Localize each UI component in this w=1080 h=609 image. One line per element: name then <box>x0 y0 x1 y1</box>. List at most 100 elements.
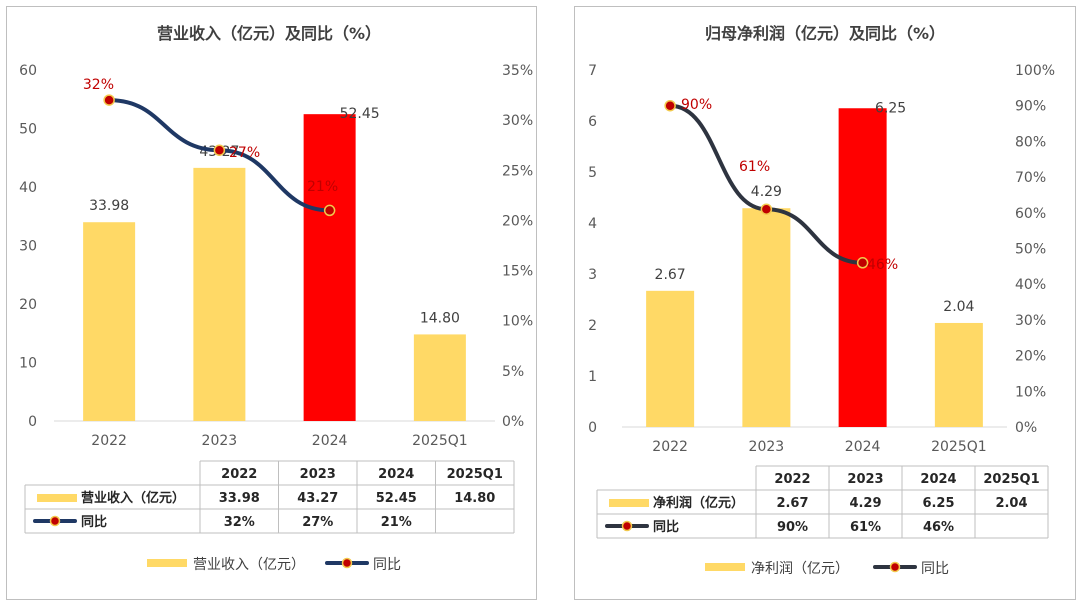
legend-bar-swatch <box>147 559 187 567</box>
x-tick-label: 2025Q1 <box>412 433 468 449</box>
x-tick-label: 2022 <box>652 439 688 455</box>
table-header-cell: 2024 <box>920 472 956 487</box>
y-tick-label: 5 <box>588 165 597 181</box>
yoy-value-label: 90% <box>681 97 712 113</box>
y2-tick-label: 0% <box>1015 420 1037 436</box>
bar-value-label: 14.80 <box>420 310 460 326</box>
bar-value-label: 33.98 <box>89 198 129 214</box>
table-cell: 43.27 <box>297 491 338 506</box>
net-profit-chart-panel: 归母净利润（亿元）及同比（%） 0 1 2 3 4 5 6 7 0% 10% 20% 30% 40% 50%… <box>574 6 1076 600</box>
table-header-cell: 2023 <box>847 472 883 487</box>
table-cell: 46% <box>923 520 954 535</box>
y2-tick-label: 20% <box>1015 349 1046 365</box>
bar-value-label: 52.45 <box>340 106 380 122</box>
table-line-marker <box>621 520 633 532</box>
y-tick-label: 0 <box>588 420 597 436</box>
table-cell: 14.80 <box>454 491 495 506</box>
table-header-cell: 2025Q1 <box>983 472 1039 487</box>
y-tick-label: 0 <box>28 414 37 430</box>
y2-tick-label: 50% <box>1015 242 1046 258</box>
bar-2024 <box>303 114 356 421</box>
legend-label: 同比 <box>921 561 949 577</box>
table-header-cell: 2025Q1 <box>447 467 503 482</box>
table-bar-swatch <box>609 499 649 507</box>
bar-2025Q1 <box>934 322 983 427</box>
bar-2025Q1 <box>413 334 466 421</box>
legend: 营业收入（亿元） 同比 <box>147 557 401 573</box>
y-tick-label: 1 <box>588 369 597 385</box>
yoy-marker <box>103 94 115 106</box>
chart-title: 营业收入（亿元）及同比（%） <box>157 24 381 43</box>
y2-tick-label: 80% <box>1015 134 1046 150</box>
revenue-chart-panel: 营业收入（亿元）及同比（%） 0 10 20 30 40 50 60 0% 5% 10% 15% 20%… <box>6 6 537 600</box>
yoy-marker <box>760 203 773 215</box>
table-cell: 2.04 <box>995 496 1027 511</box>
legend: 净利润（亿元） 同比 <box>705 561 949 577</box>
bar-2023 <box>193 167 246 421</box>
chart-title: 归母净利润（亿元）及同比（%） <box>705 24 945 43</box>
legend-label: 净利润（亿元） <box>751 561 849 577</box>
x-tick-label: 2023 <box>749 439 785 455</box>
bar-value-label: 6.25 <box>875 100 906 116</box>
y-tick-label: 50 <box>19 122 37 138</box>
y2-tick-label: 70% <box>1015 170 1046 186</box>
table-cell: 27% <box>302 515 333 530</box>
table-cell: 90% <box>777 520 808 535</box>
y-tick-label: 10 <box>19 356 37 372</box>
y2-tick-label: 15% <box>502 264 533 280</box>
y-tick-label: 6 <box>588 114 597 130</box>
y-tick-label: 60 <box>19 63 37 79</box>
yoy-value-label: 27% <box>229 145 260 161</box>
x-tick-label: 2024 <box>845 439 881 455</box>
table-cell: 32% <box>224 515 255 530</box>
table-cell: 52.45 <box>376 491 417 506</box>
data-table: 2022 2023 2024 2025Q1 净利润（亿元） 2.67 4.29 6.25 2.0… <box>596 465 1049 539</box>
y-tick-label: 30 <box>19 239 37 255</box>
y2-tick-label: 25% <box>502 163 533 179</box>
data-table: 2022 2023 2024 2025Q1 营业收入（亿元） 33.98 43.27 52.4… <box>24 460 515 534</box>
y2-tick-label: 30% <box>1015 313 1046 329</box>
table-row-name: 同比 <box>653 519 679 535</box>
y-tick-label: 20 <box>19 297 37 313</box>
table-cell: 61% <box>850 520 881 535</box>
yoy-value-label: 46% <box>867 257 898 273</box>
y2-tick-label: 100% <box>1015 63 1055 79</box>
net-profit-chart: 归母净利润（亿元）及同比（%）012345670%10%20%30%40%50%… <box>588 24 1055 577</box>
table-line-marker <box>49 515 61 527</box>
bar-2023 <box>742 208 791 427</box>
legend-line-marker <box>341 557 353 569</box>
x-tick-label: 2024 <box>312 433 348 449</box>
table-row-name: 净利润（亿元） <box>653 495 744 511</box>
table-row-name: 营业收入（亿元） <box>81 490 185 506</box>
yoy-marker <box>213 144 226 156</box>
bar-value-label: 2.67 <box>655 267 686 283</box>
yoy-value-label: 32% <box>83 77 114 93</box>
table-header-cell: 2022 <box>221 467 257 482</box>
bar-2022 <box>646 290 695 427</box>
y2-tick-label: 10% <box>1015 384 1046 400</box>
yoy-marker <box>323 204 336 217</box>
y2-tick-label: 90% <box>1015 99 1046 115</box>
y2-tick-label: 20% <box>502 213 533 229</box>
legend-line-marker <box>889 561 901 573</box>
yoy-marker <box>856 257 869 269</box>
table-cell: 21% <box>381 515 412 530</box>
y2-tick-label: 0% <box>502 414 524 430</box>
x-tick-label: 2022 <box>91 433 127 449</box>
y2-tick-label: 30% <box>502 113 533 129</box>
y-tick-label: 4 <box>588 216 597 232</box>
table-bar-swatch <box>37 494 77 502</box>
table-header-cell: 2023 <box>300 467 336 482</box>
revenue-chart: 营业收入（亿元）及同比（%） 0 10 20 30 40 50 60 0% 5% 10% 15% 20%… <box>19 24 533 573</box>
y-tick-label: 2 <box>588 318 597 334</box>
table-row-name: 同比 <box>81 514 107 530</box>
table-cell: 33.98 <box>219 491 260 506</box>
bar-value-label: 4.29 <box>751 184 782 200</box>
y-tick-label: 40 <box>19 180 37 196</box>
y2-tick-label: 5% <box>502 364 524 380</box>
legend-label: 营业收入（亿元） <box>193 557 305 573</box>
yoy-value-label: 61% <box>739 159 770 175</box>
table-cell: 2.67 <box>776 496 808 511</box>
table-header-cell: 2024 <box>378 467 414 482</box>
x-tick-label: 2025Q1 <box>931 439 987 455</box>
